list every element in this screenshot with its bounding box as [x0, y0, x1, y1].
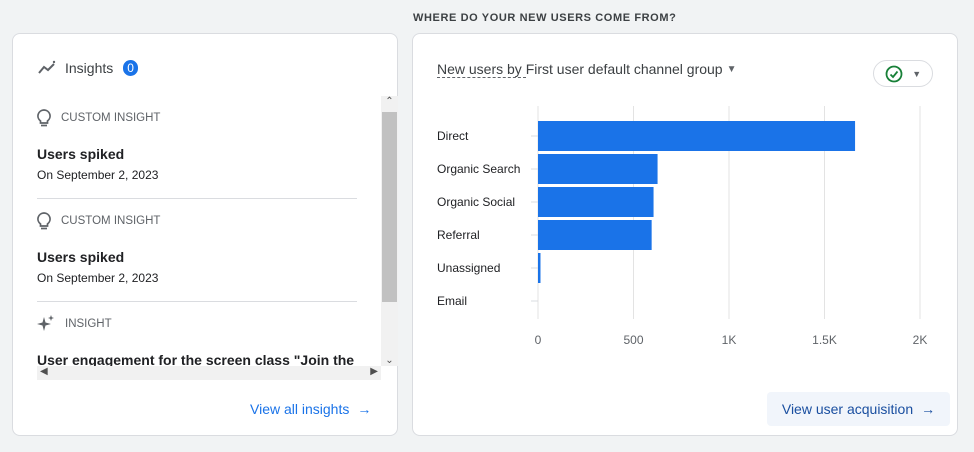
- y-category-label: Direct: [437, 129, 469, 143]
- y-category-label: Unassigned: [437, 261, 500, 275]
- x-tick-label: 1.5K: [812, 333, 837, 347]
- insight-title: Users spiked: [37, 249, 125, 265]
- bar: [538, 187, 654, 217]
- insights-card: Insights 0 CUSTOM INSIGHT Users spiked O…: [12, 33, 398, 436]
- insights-header: Insights 0: [37, 60, 138, 76]
- insights-trend-icon: [38, 60, 56, 74]
- insight-date: On September 2, 2023: [37, 271, 159, 285]
- caret-down-icon: ▼: [912, 68, 922, 79]
- list-item[interactable]: CUSTOM INSIGHT Users spiked On September…: [37, 199, 357, 302]
- x-tick-label: 500: [623, 333, 643, 347]
- insight-title: User engagement for the screen class "Jo…: [37, 352, 355, 366]
- view-all-insights-link[interactable]: View all insights →: [250, 401, 371, 417]
- x-tick-label: 2K: [913, 333, 928, 347]
- insights-count-badge: 0: [123, 60, 138, 76]
- x-tick-label: 1K: [722, 333, 737, 347]
- y-category-label: Organic Search: [437, 162, 520, 176]
- comparison-status-button[interactable]: ▼: [873, 60, 933, 87]
- insight-kind: CUSTOM INSIGHT: [61, 215, 161, 227]
- arrow-right-icon: →: [921, 401, 936, 417]
- section-title: WHERE DO YOUR NEW USERS COME FROM?: [413, 12, 677, 24]
- scroll-up-icon[interactable]: ⌃: [385, 96, 394, 107]
- view-all-insights-label: View all insights: [250, 401, 350, 417]
- vertical-scrollbar[interactable]: ⌃ ⌄: [381, 96, 398, 366]
- lightbulb-icon: [37, 212, 51, 230]
- bar: [538, 154, 658, 184]
- arrow-right-icon: →: [357, 401, 372, 417]
- view-user-acquisition-label: View user acquisition: [781, 401, 914, 417]
- horizontal-scrollbar[interactable]: ◀ ▶: [37, 366, 381, 380]
- insight-title: Users spiked: [37, 146, 125, 162]
- insight-date: On September 2, 2023: [37, 168, 159, 182]
- x-tick-label: 0: [535, 333, 542, 347]
- list-item[interactable]: INSIGHT User engagement for the screen c…: [37, 302, 357, 366]
- scroll-left-icon[interactable]: ◀: [40, 366, 48, 377]
- list-item[interactable]: CUSTOM INSIGHT Users spiked On September…: [37, 96, 357, 199]
- y-category-label: Referral: [437, 228, 480, 242]
- y-category-label: Organic Social: [437, 195, 515, 209]
- insights-title: Insights: [65, 60, 114, 76]
- insights-list[interactable]: CUSTOM INSIGHT Users spiked On September…: [37, 96, 357, 366]
- bar: [538, 253, 541, 283]
- bar: [538, 220, 652, 250]
- insight-kind: INSIGHT: [65, 318, 112, 330]
- bar-chart: 0 500 1K 1.5K 2K Direct Organic Search Organic …: [437, 106, 928, 347]
- sparkle-icon: [37, 315, 54, 331]
- check-circle-icon: [885, 65, 903, 82]
- y-category-label: Email: [437, 294, 467, 308]
- scroll-down-icon[interactable]: ⌄: [385, 355, 394, 366]
- caret-down-icon: ▼: [726, 63, 737, 75]
- chart-title-dropdown[interactable]: New users by First user default channel …: [437, 61, 737, 78]
- new-users-card: New users by First user default channel …: [412, 33, 958, 436]
- lightbulb-icon: [37, 109, 51, 127]
- bar: [538, 121, 856, 151]
- chart-title-dimension: First user default channel group: [525, 61, 723, 77]
- view-user-acquisition-link[interactable]: View user acquisition →: [767, 392, 950, 426]
- scrollbar-thumb[interactable]: [382, 112, 397, 302]
- insight-kind: CUSTOM INSIGHT: [61, 112, 161, 124]
- scroll-right-icon[interactable]: ▶: [370, 366, 378, 377]
- chart-title-metric: New users by: [437, 61, 526, 78]
